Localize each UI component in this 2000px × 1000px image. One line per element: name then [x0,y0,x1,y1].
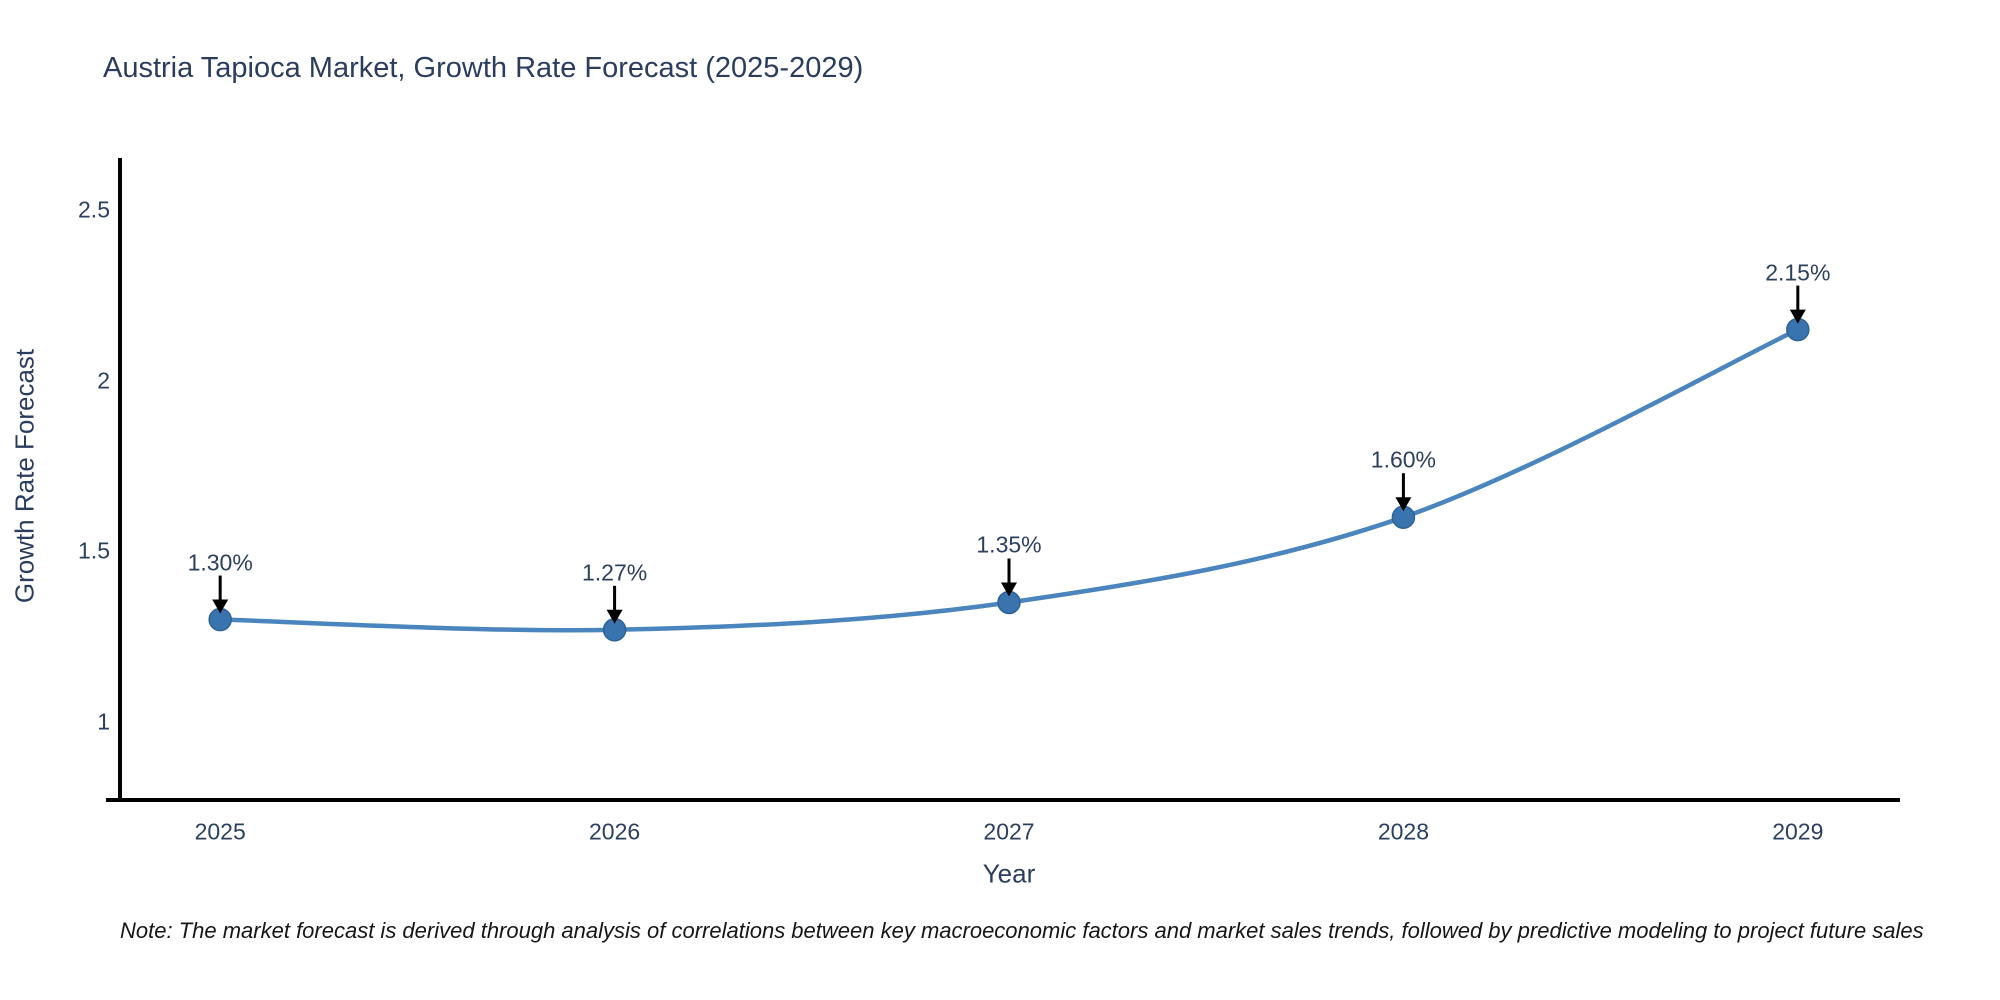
annotation-arrowhead [606,609,623,624]
y-tick-label: 1.5 [78,537,110,564]
footnote: Note: The market forecast is derived thr… [120,918,1924,943]
annotation-arrowhead [1001,582,1017,597]
y-tick-label: 2.5 [78,196,110,223]
y-axis-line [118,158,122,802]
point-annotation: 1.30% [187,549,253,576]
y-axis-title: Growth Rate Forecast [9,348,40,604]
x-tick-label: 2029 [1772,818,1824,845]
point-annotation: 2.15% [1765,259,1831,286]
annotation-arrowhead [1395,497,1412,512]
annotation-arrowhead [1789,309,1806,324]
x-tick-label: 2025 [194,818,246,845]
y-tick-label: 2 [97,367,110,394]
point-annotation: 1.27% [581,559,648,586]
point-annotation: 1.60% [1370,446,1437,473]
chart-title: Austria Tapioca Market, Growth Rate Fore… [103,52,864,84]
x-axis-title: Year [982,858,1036,889]
x-tick-label: 2028 [1377,818,1429,845]
annotation-arrowhead [212,599,229,614]
y-tick-label: 1 [97,708,110,735]
x-tick-label: 2027 [983,818,1035,845]
x-axis-line [106,798,1900,802]
x-tick-label: 2026 [588,818,641,845]
point-annotation: 1.35% [976,531,1042,558]
